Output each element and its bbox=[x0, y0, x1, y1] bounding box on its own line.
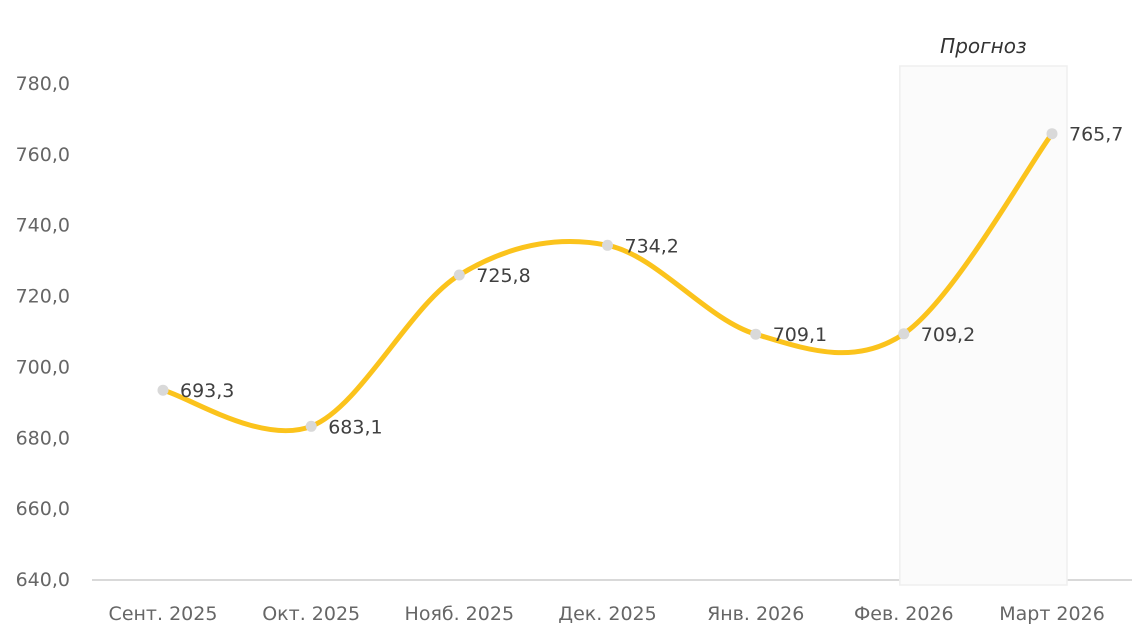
y-tick-label: 700,0 bbox=[16, 356, 70, 378]
data-point-value-label: 709,2 bbox=[921, 324, 975, 346]
x-axis-label: Сент. 2025 bbox=[109, 603, 218, 625]
data-point-value-label: 734,2 bbox=[625, 235, 679, 257]
x-axis-label: Окт. 2025 bbox=[262, 603, 360, 625]
data-point-value-label: 725,8 bbox=[476, 265, 530, 287]
x-axis-label: Март 2026 bbox=[999, 603, 1105, 625]
y-tick-label: 760,0 bbox=[16, 144, 70, 166]
data-point-marker bbox=[157, 384, 169, 396]
data-point-value-labels: 693,3 683,1 725,8 734,2 709,1 709,2 765,7 bbox=[180, 124, 1123, 439]
y-tick-label: 720,0 bbox=[16, 286, 70, 308]
y-tick-label: 780,0 bbox=[16, 73, 70, 95]
data-point-markers bbox=[157, 128, 1058, 432]
y-tick-label: 740,0 bbox=[16, 215, 70, 237]
data-point-value-label: 693,3 bbox=[180, 380, 234, 402]
data-point-marker bbox=[1046, 128, 1058, 140]
data-point-marker bbox=[305, 420, 317, 432]
data-point-marker bbox=[750, 328, 762, 340]
y-tick-label: 680,0 bbox=[16, 427, 70, 449]
forecast-label: Прогноз bbox=[940, 34, 1026, 58]
x-axis-label: Янв. 2026 bbox=[707, 603, 804, 625]
data-point-value-label: 709,1 bbox=[773, 324, 827, 346]
x-axis-label: Нояб. 2025 bbox=[405, 603, 515, 625]
data-point-value-label: 765,7 bbox=[1069, 124, 1123, 146]
y-axis-tick-labels: 640,0 660,0 680,0 700,0 720,0 740,0 760,0 780,0 bbox=[16, 73, 70, 591]
x-axis-label: Дек. 2025 bbox=[558, 603, 656, 625]
y-tick-label: 640,0 bbox=[16, 569, 70, 591]
data-point-value-label: 683,1 bbox=[328, 416, 382, 438]
y-tick-label: 660,0 bbox=[16, 498, 70, 520]
x-axis-labels: Сент. 2025 Окт. 2025 Нояб. 2025 Дек. 2025 Ян… bbox=[109, 603, 1105, 625]
data-point-marker bbox=[898, 328, 910, 340]
data-point-marker bbox=[602, 239, 613, 251]
x-axis-label: Фев. 2026 bbox=[854, 603, 954, 625]
data-point-marker bbox=[453, 269, 465, 281]
